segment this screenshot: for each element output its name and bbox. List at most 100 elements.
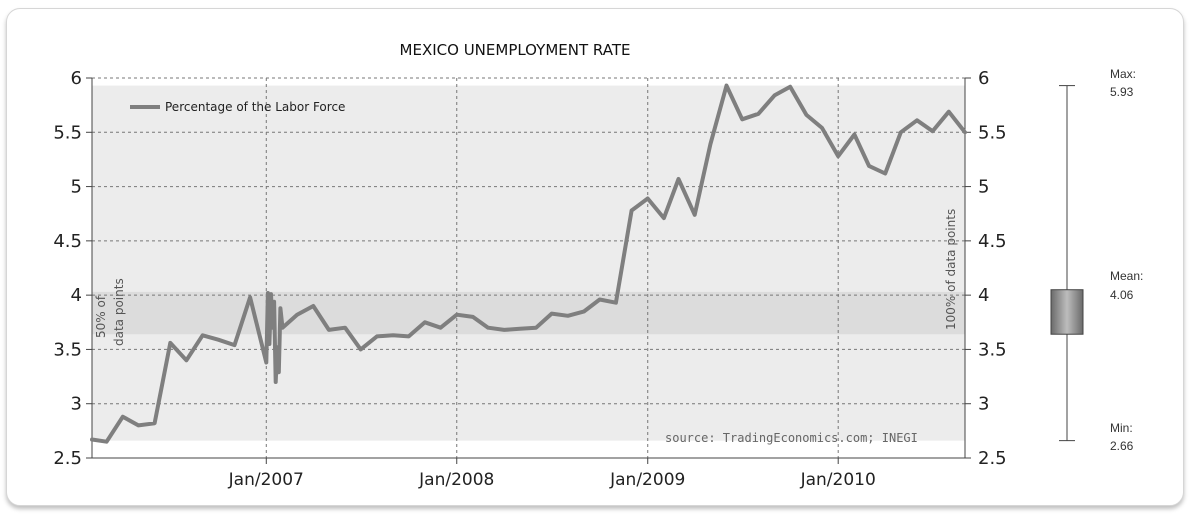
data-point <box>566 314 570 318</box>
data-point <box>852 132 856 136</box>
y2-tick-label: 5.5 <box>978 122 1007 143</box>
data-point <box>836 154 840 158</box>
data-point <box>264 360 268 364</box>
y2-tick-label: 6 <box>978 68 989 89</box>
data-point <box>271 326 275 330</box>
data-point <box>343 326 347 330</box>
data-point <box>867 164 871 168</box>
data-point <box>471 315 475 319</box>
x-tick-label: Jan/2008 <box>418 470 494 490</box>
summary-box <box>1050 289 1084 335</box>
y-tick-label: 6 <box>71 68 82 89</box>
band-100-label: 100% of data points <box>944 209 958 330</box>
data-point <box>486 326 490 330</box>
data-point <box>756 112 760 116</box>
min-value: 2.66 <box>1110 439 1134 453</box>
data-point <box>677 177 681 181</box>
data-point <box>899 130 903 134</box>
mean-label: Mean: <box>1110 269 1143 283</box>
max-label: Max: <box>1110 67 1136 81</box>
data-point <box>963 130 967 134</box>
data-point <box>693 213 697 217</box>
data-point <box>646 197 650 201</box>
data-point <box>121 415 125 419</box>
data-point <box>598 297 602 301</box>
data-point <box>582 309 586 313</box>
y-tick-label: 5 <box>71 177 82 198</box>
data-point <box>269 292 273 296</box>
x-tick-label: Jan/2010 <box>800 470 876 490</box>
data-point <box>773 93 777 97</box>
data-point <box>407 334 411 338</box>
data-point <box>278 306 282 310</box>
max-value: 5.93 <box>1110 85 1134 99</box>
y-tick-label: 2.5 <box>53 448 82 469</box>
y-tick-label: 3 <box>71 394 82 415</box>
data-point <box>248 295 252 299</box>
data-point <box>272 300 276 304</box>
data-point <box>630 208 634 212</box>
y-tick-label: 4 <box>71 285 82 306</box>
data-point <box>184 358 188 362</box>
mean-value: 4.06 <box>1110 288 1134 302</box>
data-point <box>883 172 887 176</box>
x-tick-label: Jan/2009 <box>609 470 685 490</box>
y2-tick-label: 4 <box>978 285 989 306</box>
data-point <box>201 333 205 337</box>
data-point <box>280 326 284 330</box>
legend: Percentage of the Labor Force <box>130 100 345 114</box>
data-point <box>708 142 712 146</box>
y2-tick-label: 3.5 <box>978 339 1007 360</box>
range-band <box>92 85 965 441</box>
y-tick-label: 4.5 <box>53 231 82 252</box>
y2-tick-label: 4.5 <box>978 231 1007 252</box>
y2-tick-label: 2.5 <box>978 448 1007 469</box>
min-label: Min: <box>1110 421 1133 435</box>
data-point <box>391 333 395 337</box>
data-point <box>136 423 140 427</box>
y-tick-label: 5.5 <box>53 122 82 143</box>
data-point <box>266 291 270 295</box>
data-point <box>502 328 506 332</box>
data-point <box>662 216 666 220</box>
data-point <box>534 326 538 330</box>
data-point <box>275 345 279 349</box>
data-point <box>439 326 443 330</box>
data-point <box>216 338 220 342</box>
data-point <box>915 118 919 122</box>
data-point <box>274 380 278 384</box>
data-point <box>327 328 331 332</box>
data-point <box>375 334 379 338</box>
data-point <box>947 110 951 114</box>
band-50-label-line2: data points <box>112 278 126 346</box>
legend-label: Percentage of the Labor Force <box>165 100 345 114</box>
y2-tick-label: 5 <box>978 177 989 198</box>
data-point <box>295 313 299 317</box>
data-point <box>518 327 522 331</box>
data-point <box>168 341 172 345</box>
x-tick-label: Jan/2007 <box>228 470 304 490</box>
data-point <box>267 342 271 346</box>
data-point <box>359 347 363 351</box>
data-point <box>740 117 744 121</box>
data-point <box>820 126 824 130</box>
data-point <box>153 421 157 425</box>
band-50-label-line1: 50% of <box>94 295 108 338</box>
data-point <box>423 320 427 324</box>
y2-tick-label: 3 <box>978 394 989 415</box>
data-point <box>804 113 808 117</box>
data-point <box>614 301 618 305</box>
data-point <box>788 85 792 89</box>
data-point <box>277 370 281 374</box>
data-point <box>232 343 236 347</box>
data-point <box>105 440 109 444</box>
data-point <box>455 313 459 317</box>
data-point <box>725 84 729 88</box>
chart-title: MEXICO UNEMPLOYMENT RATE <box>400 41 631 59</box>
source-text: source: TradingEconomics.com; INEGI <box>665 431 918 445</box>
y-tick-label: 3.5 <box>53 339 82 360</box>
data-point <box>931 129 935 133</box>
data-point <box>550 312 554 316</box>
data-point <box>90 438 94 442</box>
